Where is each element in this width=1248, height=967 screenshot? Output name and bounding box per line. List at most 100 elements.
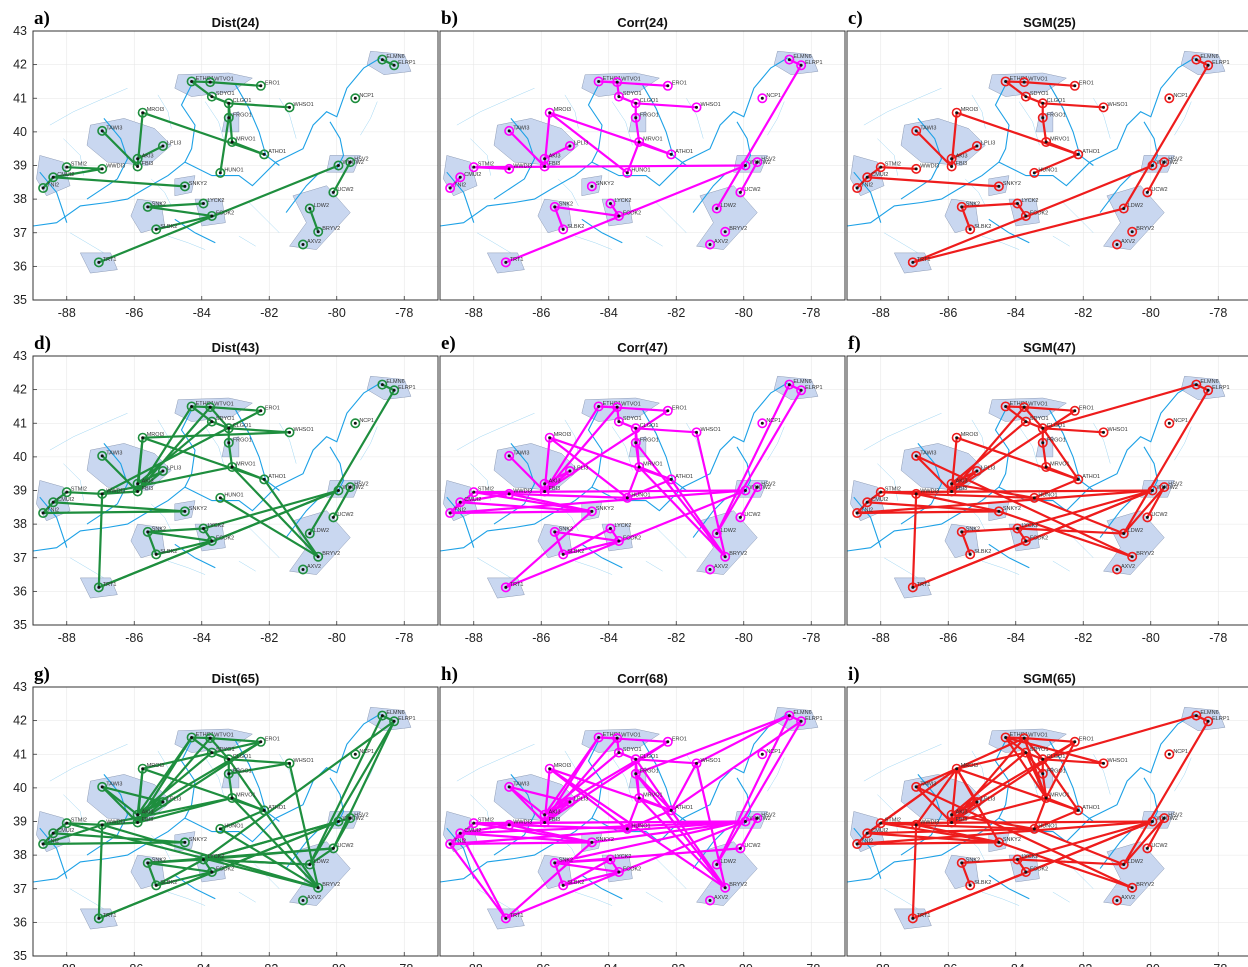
network-edge — [548, 767, 727, 889]
station-label: STMI2 — [478, 487, 494, 493]
station-node — [852, 508, 863, 519]
station-label: ETHO1 — [603, 732, 621, 738]
station-label: WHSO1 — [1108, 758, 1128, 764]
station-dot — [553, 861, 557, 865]
station-dot — [1044, 796, 1048, 800]
network-edge — [332, 161, 352, 194]
station-node — [1159, 157, 1170, 168]
station-label: BRYV2 — [322, 551, 340, 557]
station-node — [48, 172, 59, 183]
station-node — [1019, 733, 1030, 744]
station-label: FCOK2 — [1030, 535, 1048, 541]
network-edge — [879, 166, 918, 170]
station-dot — [787, 714, 791, 718]
y-tick-label: 42 — [13, 58, 27, 72]
station-node — [711, 528, 722, 539]
network-edge — [1033, 153, 1080, 174]
stream-line — [767, 757, 785, 792]
station-node — [313, 551, 324, 562]
station-node — [993, 181, 1004, 192]
station-label: HSV2 — [1168, 157, 1182, 163]
network-edge — [155, 858, 205, 887]
network-edge — [1023, 81, 1076, 87]
station-dot — [637, 796, 641, 800]
network-edge — [449, 820, 747, 846]
station-node — [720, 551, 731, 562]
station-dot — [1145, 515, 1149, 519]
station-node — [1020, 866, 1031, 877]
station-node — [911, 125, 922, 136]
station-label: WWDI3 — [106, 819, 125, 825]
station-label: FCOK2 — [216, 210, 234, 216]
station-dot — [617, 751, 621, 755]
network-edge — [146, 202, 205, 208]
station-node — [752, 482, 763, 493]
network-edge — [856, 489, 1154, 515]
station-dot — [911, 260, 915, 264]
network-edge — [617, 420, 637, 430]
watershed-shape — [289, 510, 351, 575]
network-edge — [1041, 758, 1080, 812]
station-label: WTVO1 — [621, 402, 641, 408]
station-node — [971, 465, 982, 476]
station-label: WWDI3 — [920, 163, 939, 169]
stream-line — [248, 527, 280, 558]
station-node — [630, 754, 641, 765]
station-dot — [625, 827, 629, 831]
station-label: NCP1 — [766, 93, 781, 99]
station-label: HUNO1 — [1038, 823, 1057, 829]
station-label: WHSO1 — [294, 102, 314, 108]
station-label: LDW2 — [314, 528, 329, 534]
station-dot — [308, 207, 312, 211]
station-dot — [380, 714, 384, 718]
station-node — [862, 497, 873, 508]
station-label: SDYO1 — [1030, 747, 1049, 753]
stream-line — [49, 743, 128, 782]
station-dot — [1015, 857, 1019, 861]
station-dot — [507, 167, 511, 171]
network-edge — [227, 102, 291, 109]
network-edge — [504, 489, 747, 589]
station-label: SNK2 — [152, 201, 166, 207]
stream-line — [1174, 101, 1192, 136]
x-tick-label: -82 — [1074, 631, 1092, 645]
panel-title: Corr(24) — [617, 15, 668, 30]
station-label: HUNO1 — [631, 823, 650, 829]
station-node — [752, 157, 763, 168]
station-dot — [617, 539, 621, 543]
station-label: AKI3 — [142, 478, 154, 484]
station-label: HSV2 — [1168, 813, 1182, 819]
station-dot — [1122, 863, 1126, 867]
x-tick-label: -86 — [125, 962, 143, 967]
network-edge — [950, 796, 1048, 824]
station-node — [259, 805, 270, 816]
station-node — [93, 913, 104, 924]
network-edge — [449, 842, 507, 920]
station-node — [796, 716, 807, 727]
station-dot — [760, 96, 764, 100]
river-line — [692, 827, 728, 869]
station-dot — [855, 842, 859, 846]
station-dot — [1032, 496, 1036, 500]
station-node — [1019, 402, 1030, 413]
network-edge — [52, 832, 186, 844]
station-label: SDYO1 — [1030, 91, 1049, 97]
station-dot — [669, 152, 673, 156]
station-label: HSV2 — [354, 813, 368, 819]
station-dot — [161, 800, 165, 804]
station-label: WHSO1 — [701, 758, 721, 764]
station-node — [1112, 564, 1123, 575]
station-label: TRT1 — [103, 582, 117, 588]
station-node — [951, 763, 962, 774]
station-node — [137, 432, 148, 443]
stream-line — [279, 98, 297, 139]
station-label: MRVO1 — [643, 136, 662, 142]
network-edge — [449, 176, 462, 190]
station-dot — [715, 532, 719, 536]
y-tick-label: 37 — [13, 551, 27, 565]
network-edge — [997, 510, 1134, 558]
station-label: ATHO1 — [675, 805, 693, 811]
station-node — [1098, 758, 1109, 769]
network-edge — [210, 420, 230, 430]
